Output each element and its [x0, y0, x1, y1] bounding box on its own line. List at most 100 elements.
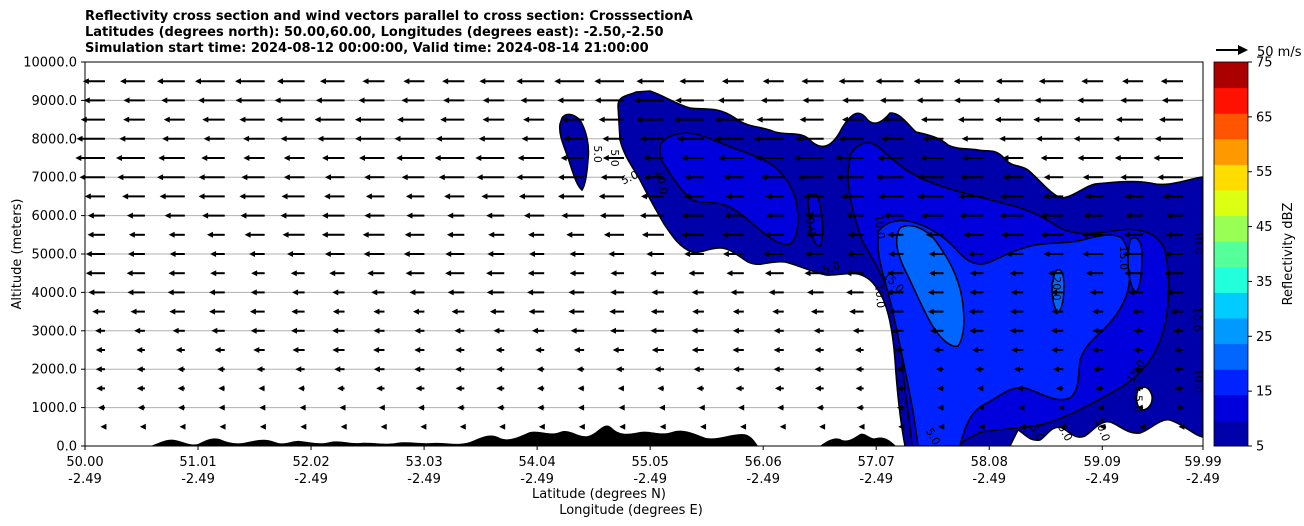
wind-vector — [198, 174, 225, 181]
wind-vector-head — [619, 423, 626, 430]
wind-vector — [842, 97, 864, 104]
wind-vector-head — [134, 327, 141, 334]
wind-vector-head — [700, 423, 707, 430]
wind-vector-head — [531, 327, 538, 334]
wind-vector — [1047, 270, 1064, 277]
wind-vector-head — [953, 78, 960, 85]
wind-vector — [887, 270, 904, 277]
wind-vector — [1085, 270, 1104, 277]
wind-vector-head — [478, 135, 485, 142]
wind-vector — [235, 97, 265, 104]
wind-vector — [1009, 270, 1024, 277]
wind-vector-head — [100, 423, 107, 430]
wind-vector-head — [404, 231, 411, 238]
wind-vector-head — [455, 385, 462, 392]
wind-vector-head — [917, 174, 924, 181]
wind-vector — [537, 404, 545, 411]
wind-vector — [753, 135, 784, 142]
wind-vector — [684, 174, 704, 181]
wind-vector — [801, 78, 824, 85]
x-tick-label-longitude: -2.49 — [520, 472, 554, 487]
wind-vector-head — [528, 308, 535, 315]
wind-vector-head — [1040, 212, 1047, 219]
wind-vector — [858, 423, 865, 430]
wind-vector — [518, 193, 545, 200]
wind-vector — [355, 135, 385, 142]
wind-vector — [83, 97, 105, 104]
wind-vector — [454, 327, 465, 334]
wind-vector-head — [1009, 270, 1016, 277]
x-tick-label-latitude: 51.01 — [179, 455, 216, 470]
wind-vector-head — [451, 308, 458, 315]
wind-vector-head — [841, 116, 848, 123]
wind-vector-head — [243, 135, 250, 142]
wind-vector-head — [438, 174, 445, 181]
wind-vector-head — [696, 385, 703, 392]
wind-vector-head — [136, 366, 143, 373]
x-tick-label-latitude: 57.07 — [858, 455, 895, 470]
wind-vector-head — [635, 116, 642, 123]
wind-vector-head — [214, 347, 221, 353]
wind-vector-head — [600, 174, 607, 181]
wind-vector — [896, 385, 904, 392]
wind-vector — [960, 174, 984, 181]
wind-vector-head — [172, 327, 179, 334]
wind-vector-head — [962, 155, 969, 161]
wind-vector — [495, 347, 505, 353]
wind-vector-head — [235, 97, 242, 104]
wind-vector-head — [1013, 366, 1020, 373]
wind-vector — [455, 385, 465, 392]
wind-vector — [521, 135, 545, 142]
y-tick-label: 6000.0 — [32, 209, 78, 224]
wind-vector-head — [194, 78, 201, 85]
wind-vector-head — [290, 270, 297, 277]
colorbar-frame — [1213, 61, 1249, 447]
wind-vector-head — [1164, 251, 1171, 257]
wind-vector — [1161, 97, 1184, 104]
wind-vector-head — [849, 308, 856, 315]
wind-vector — [722, 231, 744, 238]
wind-vector — [1166, 289, 1184, 296]
wind-vector-head — [292, 289, 299, 296]
wind-vector — [962, 155, 984, 161]
wind-vector — [332, 347, 345, 353]
wind-vector-head — [1001, 231, 1008, 238]
colorbar-segment — [1214, 241, 1248, 268]
wind-vector-head — [560, 155, 567, 161]
wind-vector-head — [299, 404, 306, 411]
wind-vector-head — [286, 251, 293, 257]
wind-vector — [838, 135, 864, 142]
wind-vector — [211, 327, 225, 334]
wind-vector — [610, 327, 625, 334]
wind-vector — [928, 251, 944, 257]
y-axis-ticks: 0.0 1000.0 2000.0 3000.0 4000.0 5000.0 6000.0 7… — [23, 56, 85, 455]
wind-key-label: 50 m/s — [1257, 45, 1302, 60]
wind-vector-head — [1010, 289, 1017, 296]
wind-vector-head — [123, 97, 130, 104]
wind-vector — [168, 270, 185, 277]
wind-vector-head — [967, 251, 974, 257]
wind-vector — [896, 366, 904, 373]
wind-vector — [563, 135, 585, 142]
wind-vector — [995, 78, 1024, 85]
wind-vector — [414, 327, 425, 334]
wind-vector — [615, 366, 625, 373]
wind-vector-head — [764, 231, 771, 238]
x-tick-label-longitude: -2.49 — [746, 472, 780, 487]
wind-vector-head — [763, 251, 770, 257]
wind-vector — [795, 135, 824, 142]
wind-vector — [354, 116, 385, 123]
wind-vector — [1133, 327, 1144, 334]
wind-vector — [117, 174, 145, 181]
wind-vector — [438, 174, 465, 181]
wind-vector-head — [536, 366, 543, 373]
wind-vector — [794, 155, 824, 161]
colorbar-segment — [1214, 164, 1248, 191]
wind-vector-head — [969, 289, 976, 296]
wind-vector — [409, 289, 425, 296]
wind-vector-head — [875, 78, 882, 85]
wind-vector-head — [120, 78, 127, 85]
wind-vector — [202, 212, 225, 219]
wind-vector — [1092, 308, 1104, 315]
wind-vector — [364, 212, 385, 219]
